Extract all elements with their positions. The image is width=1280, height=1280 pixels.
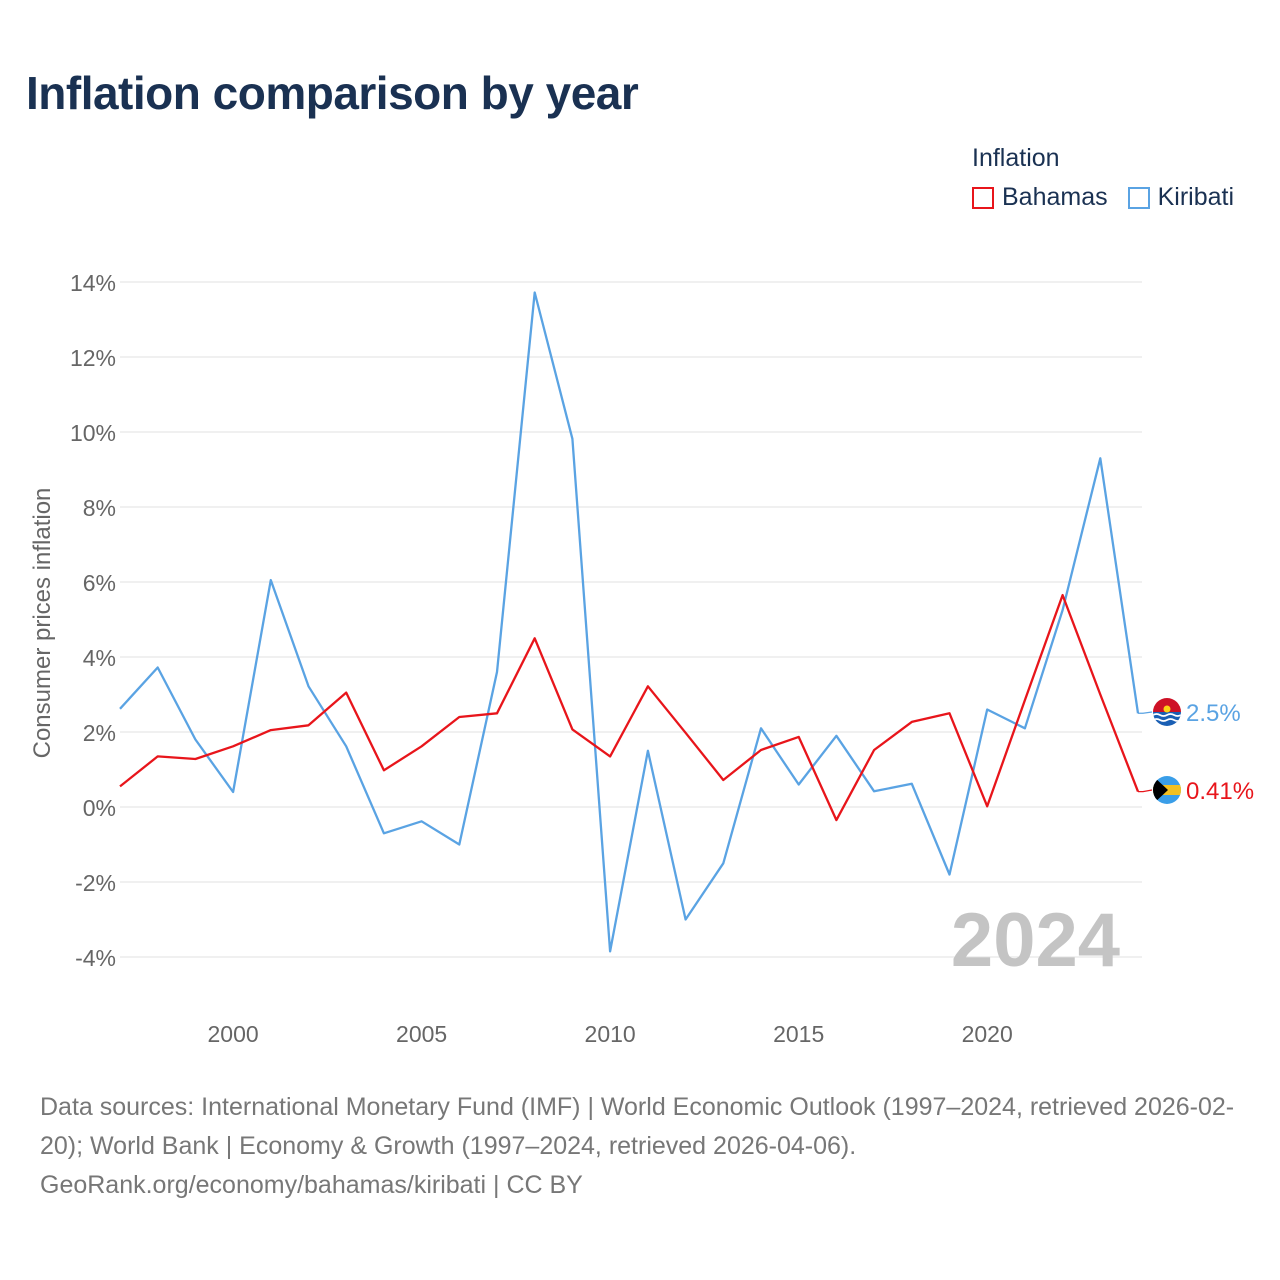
end-label-kiribati: 2.5% [1186, 700, 1241, 727]
end-label-bahamas: 0.41% [1186, 778, 1254, 805]
line-chart: -4%-2%0%2%4%6%8%10%12%14% 2000 2005 2010 20… [29, 270, 1254, 1047]
legend-swatch-bahamas [972, 186, 994, 209]
legend-label-kiribati: Kiribati [1157, 183, 1235, 211]
x-tick-label: 2020 [962, 1021, 1013, 1047]
legend-item-kiribati[interactable]: Kiribati [1127, 183, 1235, 212]
y-tick-label: -4% [75, 945, 116, 971]
legend-item-bahamas[interactable]: Bahamas [972, 183, 1108, 212]
x-tick-label: 2010 [585, 1021, 636, 1047]
y-axis: -4% -2% 0% 2% 4% 6% 8% 10% 12% 14% [70, 270, 116, 971]
y-tick-label: 14% [70, 270, 116, 296]
series-line-bahamas [119, 593, 1140, 822]
y-tick-label: 2% [83, 720, 116, 746]
y-tick-label: -2% [75, 870, 116, 896]
legend-title: Inflation [972, 144, 1060, 172]
source-note: Data sources: International Monetary Fun… [40, 1088, 1250, 1205]
grid [120, 281, 1142, 958]
kiribati-flag-icon [1153, 698, 1181, 726]
x-tick-label: 2000 [208, 1021, 259, 1047]
end-connector-kiribati [1138, 711, 1153, 714]
series-line-kiribati [119, 291, 1140, 953]
source-link[interactable]: GeoRank.org/economy/bahamas/kiribati | C… [40, 1171, 583, 1199]
series-lines: 2.5% 0.41% [119, 291, 1254, 953]
page-title: Inflation comparison by year [26, 67, 639, 119]
y-tick-label: 6% [83, 570, 116, 596]
y-axis-label: Consumer prices inflation [29, 488, 56, 759]
source-text: Data sources: International Monetary Fun… [40, 1093, 1235, 1160]
x-axis: 2000 2005 2010 2015 2020 [208, 1021, 1013, 1047]
legend-label-bahamas: Bahamas [1002, 183, 1108, 211]
y-tick-label: 10% [70, 420, 116, 446]
y-tick-label: 4% [83, 645, 116, 671]
x-tick-label: 2015 [773, 1021, 824, 1047]
legend: Inflation Bahamas Kiribati [972, 144, 1234, 212]
year-overlay: 2024 [951, 898, 1120, 983]
bahamas-flag-icon [1153, 776, 1181, 804]
y-tick-label: 8% [83, 495, 116, 521]
x-tick-label: 2005 [396, 1021, 447, 1047]
y-tick-label: 12% [70, 345, 116, 371]
end-connector-bahamas [1138, 789, 1153, 793]
y-tick-label: 0% [83, 795, 116, 821]
legend-swatch-kiribati [1127, 186, 1150, 209]
